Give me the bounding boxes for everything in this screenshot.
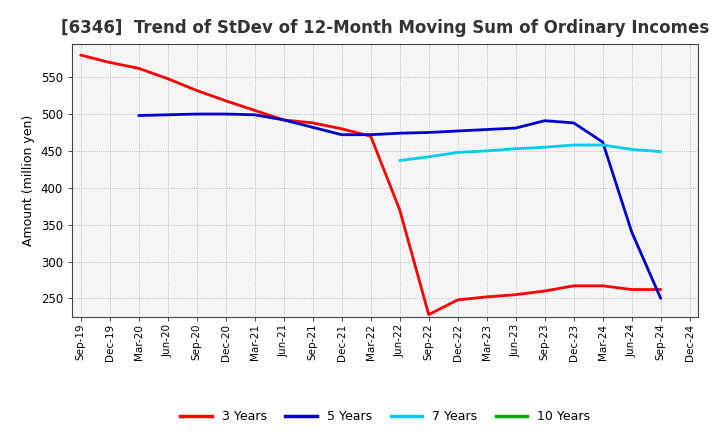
Y-axis label: Amount (million yen): Amount (million yen) [22,115,35,246]
Legend: 3 Years, 5 Years, 7 Years, 10 Years: 3 Years, 5 Years, 7 Years, 10 Years [176,405,595,428]
Title: [6346]  Trend of StDev of 12-Month Moving Sum of Ordinary Incomes: [6346] Trend of StDev of 12-Month Moving… [61,19,709,37]
